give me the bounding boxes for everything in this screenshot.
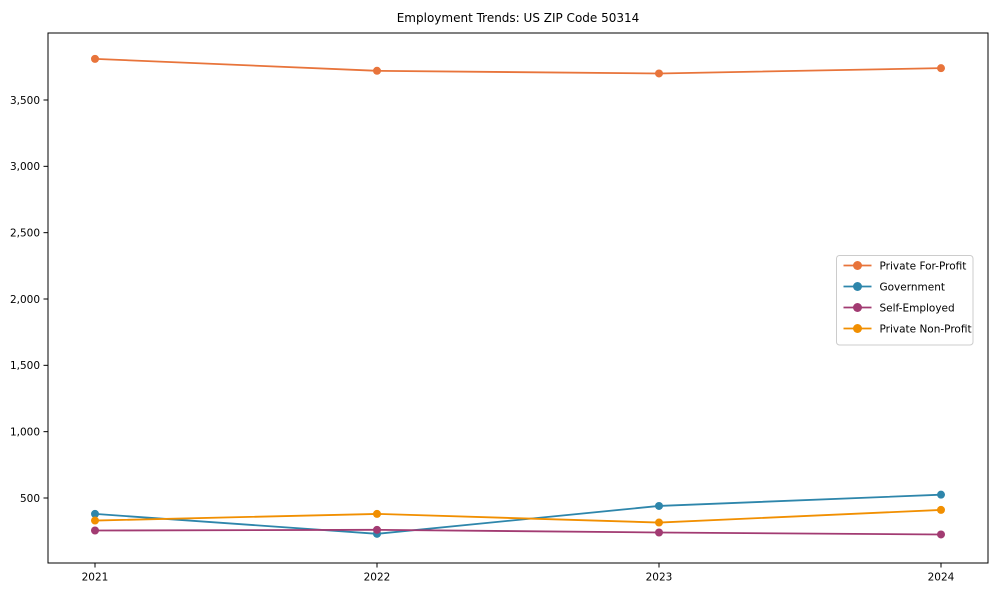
data-point-government-2023 [655,501,663,510]
data-point-self-employed-2024 [937,530,945,539]
chart-title: Employment Trends: US ZIP Code 50314 [396,11,640,25]
series-line-private-for-profit [94,57,942,75]
series-line-government [94,493,942,535]
x-tick-label: 2021 [82,572,109,584]
data-point-private-non-profit-2022 [373,509,381,518]
y-tick-label: 2,500 [10,227,40,239]
legend-marker-private-for-profit [853,261,862,270]
y-tick-label: 500 [20,493,40,505]
legend-label-self-employed: Self-Employed [880,302,955,314]
legend-marker-government [853,282,862,291]
legend-marker-self-employed [853,303,862,312]
y-tick-label: 3,000 [10,161,40,173]
legend-label-private-for-profit: Private For-Profit [880,260,967,272]
y-tick-label: 1,500 [10,360,40,372]
data-point-private-non-profit-2021 [91,516,99,525]
plot-border [47,32,989,564]
x-tick-label: 2023 [646,572,673,584]
y-tick-label: 1,000 [10,426,40,438]
data-point-government-2024 [937,490,945,499]
data-point-private-for-profit-2023 [655,69,663,78]
data-point-private-for-profit-2022 [373,66,381,75]
y-tick-label: 3,500 [10,95,40,107]
legend-label-government: Government [880,281,945,293]
data-point-private-non-profit-2023 [655,518,663,527]
series-line-self-employed [94,528,942,536]
legend-marker-private-non-profit [853,324,862,333]
series-line-private-non-profit [94,509,942,524]
data-point-government-2021 [91,509,99,518]
legend-box [836,255,974,346]
data-point-self-employed-2022 [373,525,381,534]
data-point-private-non-profit-2024 [937,505,945,514]
legend-label-private-non-profit: Private Non-Profit [880,323,972,335]
x-tick-label: 2024 [928,572,955,584]
data-point-self-employed-2021 [91,526,99,535]
data-point-private-for-profit-2024 [937,64,945,73]
y-tick-label: 2,000 [10,294,40,306]
data-point-private-for-profit-2021 [91,54,99,63]
x-tick-label: 2022 [364,572,391,584]
data-point-self-employed-2023 [655,528,663,537]
